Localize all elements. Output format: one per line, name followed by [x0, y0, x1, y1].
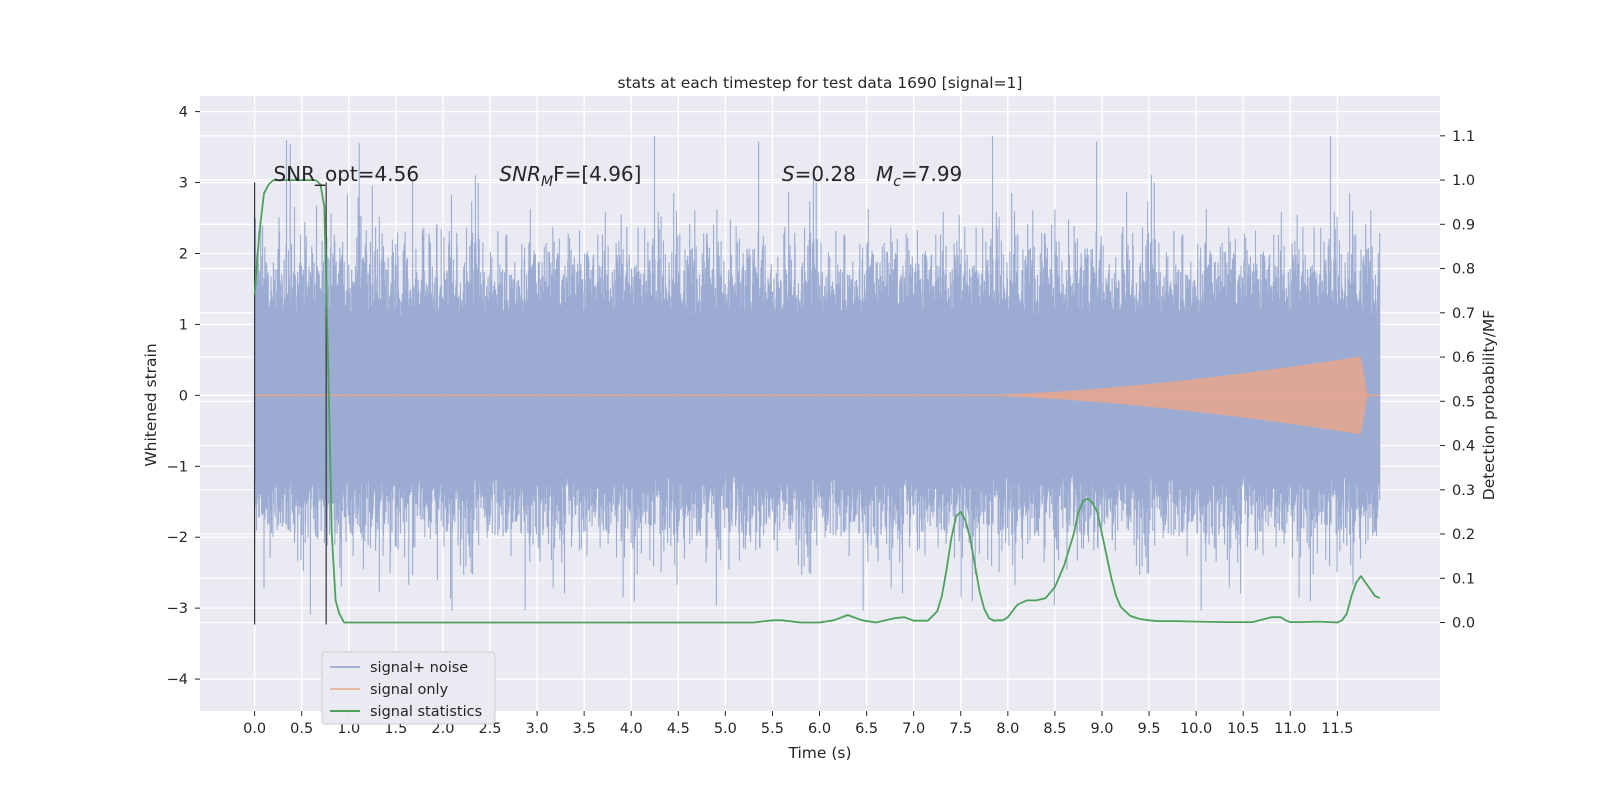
signal-only-series — [254, 356, 1380, 435]
y-right-tick-label: 1.0 — [1452, 173, 1475, 189]
y-right-tick-label: 0.9 — [1452, 217, 1475, 233]
annotation-value: =0.28 — [795, 162, 856, 186]
annotation-subscript: M — [541, 174, 553, 190]
y-tick-label: −3 — [167, 601, 188, 617]
y-tick-label: 1 — [179, 317, 188, 333]
x-tick-label: 2.5 — [478, 721, 501, 737]
y-right-tick-label: 0.3 — [1452, 483, 1475, 499]
x-tick-label: 0.0 — [243, 721, 266, 737]
y-tick-label: −4 — [167, 672, 188, 688]
signal-statistics-line — [253, 179, 1381, 624]
x-tick-label: 3.5 — [573, 721, 596, 737]
annotation-text: S=0.28 — [782, 162, 856, 186]
annotation-value: =7.99 — [901, 162, 962, 186]
annotation-main: S — [782, 162, 795, 186]
x-tick-label: 6.0 — [808, 721, 831, 737]
annotation-text: SNRMF=[4.96] — [499, 162, 641, 190]
x-tick-label: 11.0 — [1274, 721, 1306, 737]
x-tick-label: 5.5 — [761, 721, 784, 737]
x-tick-label: 1.5 — [384, 721, 407, 737]
annotation-subscript: c — [893, 174, 901, 190]
x-tick-label: 4.5 — [667, 721, 690, 737]
legend-box — [321, 651, 496, 725]
y-right-tick-label: 1.1 — [1452, 129, 1475, 145]
x-tick-label: 2.0 — [431, 721, 454, 737]
annotation-value: F=[4.96] — [553, 162, 641, 186]
y-right-tick-label: 0.4 — [1452, 439, 1475, 455]
y-tick-label: 0 — [179, 388, 188, 404]
legend-label: signal only — [370, 682, 449, 698]
legend-label: signal statistics — [370, 704, 482, 720]
x-tick-label: 11.5 — [1321, 721, 1353, 737]
y-tick-label: 3 — [179, 176, 188, 192]
x-tick-label: 7.5 — [949, 721, 972, 737]
y-axis-label: Whitened strain — [142, 343, 160, 466]
annotation-main: SNR — [499, 162, 541, 186]
x-tick-label: 8.0 — [996, 721, 1019, 737]
x-axis-label: Time (s) — [787, 744, 851, 762]
x-tick-label: 7.0 — [902, 721, 925, 737]
annotation-main: M — [876, 162, 893, 186]
signal-statistics-series — [253, 179, 1381, 624]
x-tick-label: 9.5 — [1138, 721, 1161, 737]
y-right-tick-label: 0.5 — [1452, 394, 1475, 410]
y-tick-label: −2 — [167, 530, 188, 546]
y-tick-label: 2 — [179, 246, 188, 262]
annotation-text: Mc=7.99 — [876, 162, 962, 190]
x-tick-label: 6.5 — [855, 721, 878, 737]
x-tick-label: 5.0 — [714, 721, 737, 737]
x-tick-label: 10.0 — [1180, 721, 1212, 737]
legend-label: signal+ noise — [370, 660, 468, 676]
y-right-tick-label: 0.1 — [1452, 571, 1475, 587]
y-tick-label: 4 — [179, 105, 188, 121]
chart-title: stats at each timestep for test data 169… — [618, 74, 1023, 92]
x-tick-label: 1.0 — [337, 721, 360, 737]
legend: signal+ noise signal only signal statistic… — [321, 651, 496, 725]
y-tick-label: −1 — [167, 459, 188, 475]
y-right-tick-label: 0.6 — [1452, 350, 1475, 366]
ticks: 0.0 0.5 1.0 1.5 2.0 2.5 3.0 3.5 4.0 4.5 5.0 5.5 6.0 6… — [167, 105, 1475, 737]
x-tick-label: 10.5 — [1227, 721, 1259, 737]
annotation-main: SNR_opt=4.56 — [273, 162, 419, 186]
y-axis-right-label: Detection probability/MF — [1480, 310, 1498, 501]
y-right-tick-label: 0.7 — [1452, 306, 1475, 322]
x-tick-label: 0.5 — [290, 721, 313, 737]
x-tick-label: 3.0 — [526, 721, 549, 737]
x-tick-label: 8.5 — [1043, 721, 1066, 737]
annotation-text: SNR_opt=4.56 — [273, 162, 419, 186]
y-right-tick-label: 0.8 — [1452, 262, 1475, 278]
y-right-tick-label: 0.0 — [1452, 616, 1475, 632]
x-tick-label: 4.0 — [620, 721, 643, 737]
x-tick-label: 9.0 — [1090, 721, 1113, 737]
annotations: SNR_opt=4.56 SNRMF=[4.96] S=0.28 Mc=7.99 — [273, 162, 962, 190]
y-right-tick-label: 0.2 — [1452, 527, 1475, 543]
